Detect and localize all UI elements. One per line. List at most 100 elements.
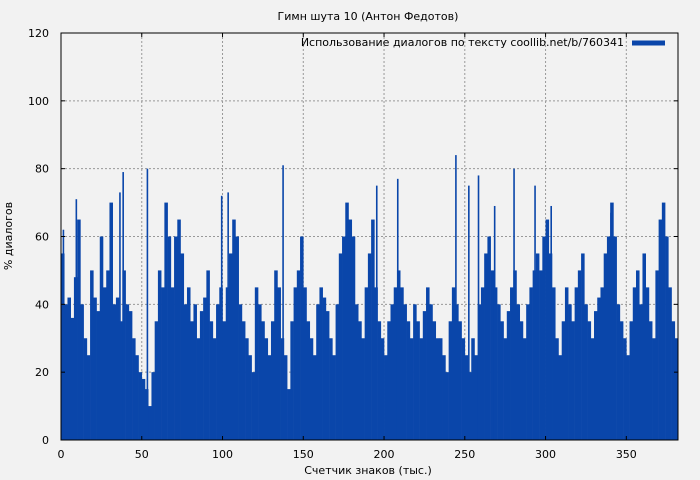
bar [487, 236, 491, 440]
bar [338, 253, 343, 440]
bar [396, 270, 401, 440]
y-tick-label: 100 [28, 95, 49, 108]
bar [325, 311, 330, 440]
bar [251, 372, 256, 440]
bar [432, 321, 437, 440]
bar [83, 338, 88, 440]
bar [474, 355, 479, 440]
bar [232, 219, 236, 440]
bar [377, 321, 382, 440]
bar [312, 355, 317, 440]
bar [102, 287, 107, 440]
bar [342, 236, 346, 440]
bar [303, 287, 307, 440]
bar [490, 270, 495, 440]
y-tick-label: 40 [35, 298, 49, 311]
bar [132, 338, 136, 440]
bar-peak [146, 168, 149, 440]
x-tick-label: 200 [374, 448, 395, 461]
bar [539, 270, 543, 440]
bar [484, 253, 488, 440]
bar [125, 304, 130, 440]
bar [354, 304, 359, 440]
bar [606, 236, 611, 440]
bar [222, 321, 227, 440]
bar [513, 270, 517, 440]
bar-peak [468, 185, 470, 440]
bar [203, 297, 207, 440]
bar [309, 338, 314, 440]
bar-peak [282, 165, 284, 440]
bar [141, 378, 146, 440]
bar [96, 311, 101, 440]
bar [128, 311, 133, 440]
bar [500, 321, 504, 440]
bar-peak [477, 175, 480, 440]
bar [600, 287, 605, 440]
bar [109, 202, 113, 440]
legend: Использование диалогов по тексту coollib… [301, 36, 665, 49]
bar [300, 236, 304, 440]
bar [293, 287, 298, 440]
y-axis-label: % диалогов [2, 202, 15, 270]
x-axis-label: Счетчик знаков (тыс.) [304, 464, 432, 477]
bar [70, 317, 75, 440]
bar-peak [534, 185, 536, 440]
bar [468, 372, 472, 440]
bar [516, 304, 521, 440]
bar [384, 355, 388, 440]
bar [161, 287, 165, 440]
bar [264, 338, 269, 440]
bar [358, 321, 362, 440]
bar [555, 338, 559, 440]
bar [665, 236, 669, 440]
y-tick-label: 120 [28, 27, 49, 40]
bar [393, 287, 398, 440]
bar [564, 287, 569, 440]
bar [416, 321, 420, 440]
bar [571, 321, 575, 440]
x-tick-label: 100 [212, 448, 233, 461]
bar [332, 355, 336, 440]
x-tick-label: 250 [454, 448, 475, 461]
bar [115, 297, 120, 440]
bar [623, 338, 627, 440]
bar [361, 338, 365, 440]
bar [112, 304, 117, 440]
bar [535, 253, 540, 440]
bar [403, 304, 407, 440]
y-tick-label: 20 [35, 366, 49, 379]
bar [429, 304, 433, 440]
bar [642, 253, 646, 440]
bar [658, 219, 663, 440]
bar [422, 311, 427, 440]
bar [351, 236, 356, 440]
bar [274, 270, 278, 440]
bar [296, 270, 301, 440]
bar [287, 389, 291, 440]
bar [652, 338, 656, 440]
bar [464, 355, 469, 440]
bar-peak [550, 205, 553, 440]
bar [442, 355, 446, 440]
bar [148, 406, 152, 440]
bar [597, 297, 601, 440]
bar [322, 297, 327, 440]
bar [610, 202, 614, 440]
bar [67, 297, 71, 440]
bar [387, 321, 391, 440]
bar [636, 270, 640, 440]
bar [639, 304, 643, 440]
bar [419, 338, 424, 440]
bar [170, 287, 175, 440]
bar [267, 355, 272, 440]
bar [151, 372, 155, 440]
bar [438, 338, 443, 440]
bar [587, 321, 592, 440]
bar [568, 304, 572, 440]
bar [122, 270, 126, 440]
bar [406, 321, 411, 440]
bar [167, 236, 172, 440]
bar [645, 287, 650, 440]
